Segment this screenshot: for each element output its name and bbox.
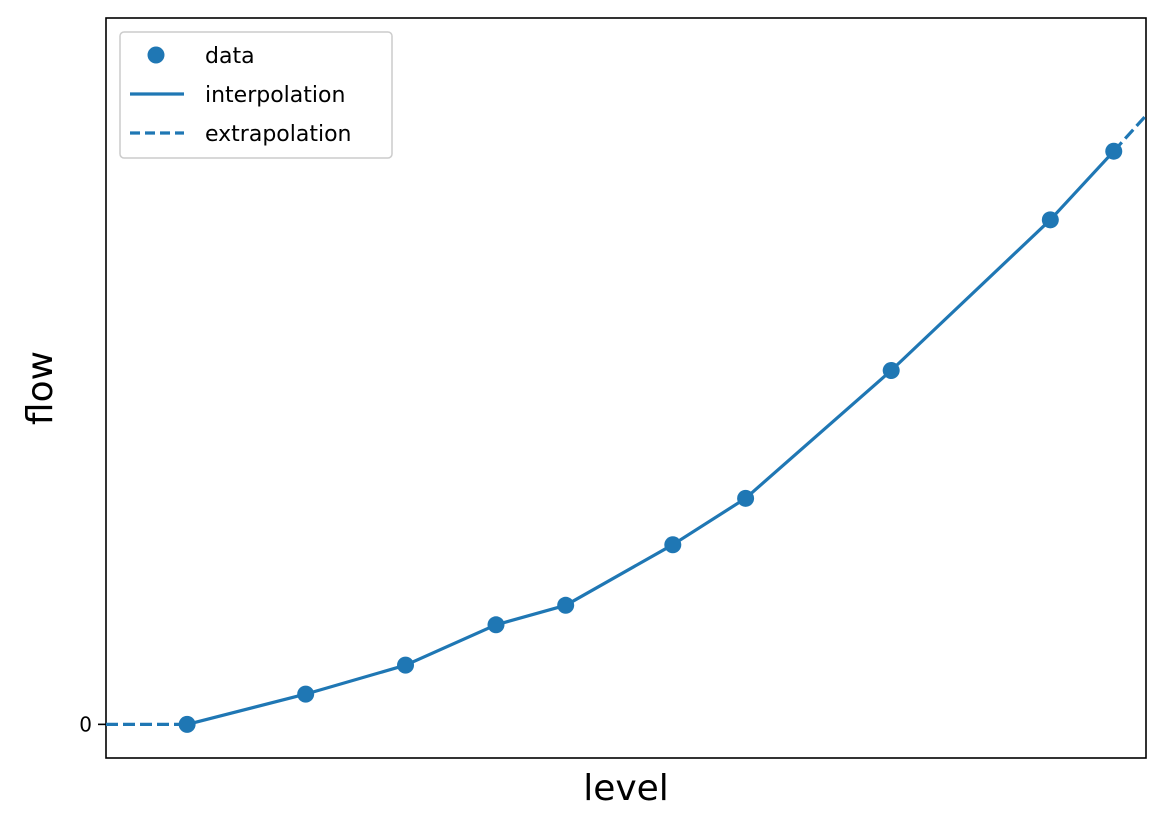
data-point — [664, 536, 682, 554]
legend-label: extrapolation — [205, 122, 351, 147]
legend-marker-data — [147, 46, 165, 64]
y-axis-label: flow — [20, 351, 61, 425]
x-axis-label: level — [583, 768, 669, 809]
data-point — [397, 656, 415, 674]
legend-box — [119, 31, 393, 159]
y-tick-label: 0 — [79, 712, 92, 736]
data-point — [178, 715, 196, 733]
legend: data interpolation extrapolation — [119, 31, 393, 159]
data-point — [1105, 142, 1123, 160]
data-point — [1041, 211, 1059, 229]
legend-items: data interpolation extrapolation — [130, 44, 351, 147]
y-axis-ticks: 0 — [79, 712, 106, 736]
chart-marks — [106, 114, 1148, 733]
data-point — [737, 489, 755, 507]
legend-label: interpolation — [205, 83, 345, 108]
data-point — [487, 616, 505, 634]
data-point — [557, 596, 575, 614]
data-point — [297, 685, 315, 703]
interpolation-line — [186, 150, 1115, 726]
data-point — [882, 362, 900, 380]
legend-label: data — [205, 44, 255, 69]
